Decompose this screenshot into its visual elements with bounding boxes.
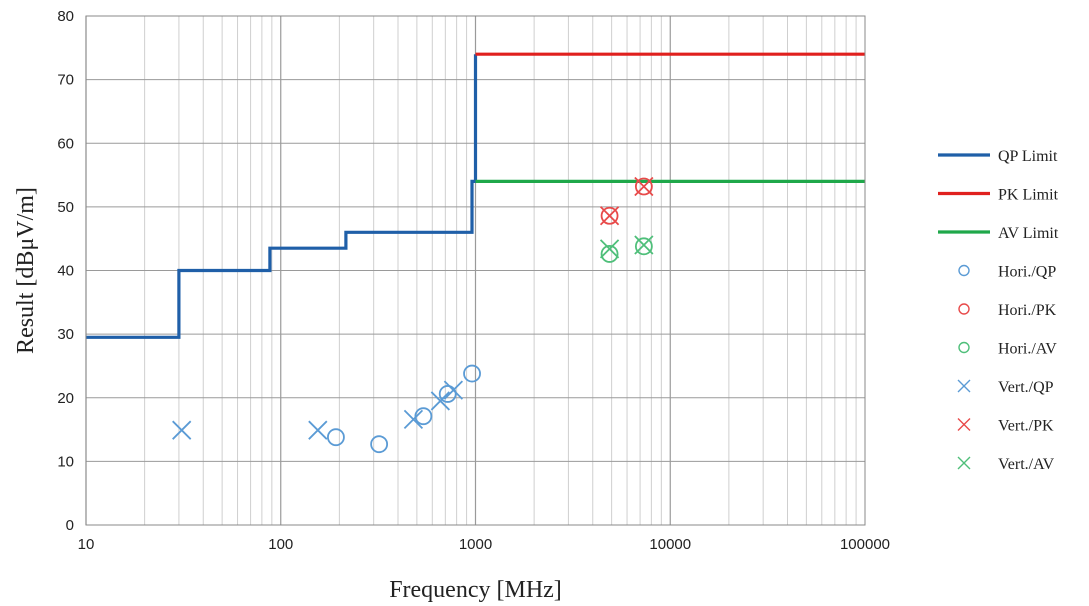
- legend-label: Hori./QP: [998, 264, 1056, 281]
- circle-marker: [958, 303, 970, 315]
- x-tick-label: 100: [268, 536, 293, 553]
- x-marker: [443, 380, 464, 400]
- circle-marker: [463, 364, 481, 383]
- y-tick-label: 50: [57, 199, 74, 216]
- legend: QP Limit PK Limit AV Limit Hori./QP Hori./PK…: [938, 148, 1059, 473]
- circle-marker: [958, 341, 970, 354]
- circle-marker: [327, 428, 345, 447]
- x-marker: [634, 176, 654, 197]
- x-marker: [957, 379, 971, 393]
- legend-label: PK Limit: [998, 187, 1059, 204]
- legend-label: Vert./QP: [998, 379, 1054, 396]
- y-tick-label: 60: [57, 135, 74, 152]
- legend-label: QP Limit: [998, 148, 1058, 165]
- x-tick-label: 10: [78, 536, 95, 553]
- x-axis-title: Frequency [MHz]: [389, 577, 562, 603]
- y-tick-label: 80: [57, 8, 74, 25]
- x-tick-label: 100000: [840, 536, 890, 553]
- legend-label: AV Limit: [998, 225, 1059, 242]
- x-marker: [599, 239, 620, 259]
- x-marker: [403, 409, 424, 430]
- y-tick-label: 20: [57, 390, 74, 407]
- legend-label: Hori./PK: [998, 302, 1057, 319]
- x-marker: [957, 418, 971, 431]
- x-marker: [634, 235, 654, 255]
- circle-marker: [370, 435, 389, 454]
- x-marker: [172, 420, 192, 440]
- x-tick-label: 10000: [649, 536, 691, 553]
- circle-marker: [438, 385, 457, 403]
- y-axis-title: Result [dBμV/m]: [13, 187, 39, 354]
- circle-marker: [634, 237, 653, 256]
- x-marker: [430, 391, 450, 411]
- y-tick-label: 70: [57, 72, 74, 89]
- x-marker: [599, 206, 620, 226]
- x-tick-label: 1000: [459, 536, 492, 553]
- y-tick-label: 40: [57, 263, 74, 280]
- x-marker: [308, 420, 328, 440]
- x-marker: [957, 456, 971, 470]
- circle-marker: [600, 245, 619, 263]
- y-tick-label: 0: [66, 517, 74, 534]
- legend-label: Vert./AV: [998, 456, 1055, 473]
- limit-lines: [86, 52, 865, 339]
- circle-marker: [600, 206, 619, 225]
- limit-line: [86, 54, 478, 339]
- circle-marker: [634, 177, 653, 196]
- legend-label: Vert./PK: [998, 418, 1054, 435]
- data-points: [172, 176, 654, 454]
- y-tick-label: 30: [57, 326, 74, 343]
- y-tick-label: 10: [57, 453, 74, 470]
- plot-frame: [85, 15, 866, 526]
- legend-label: Hori./AV: [998, 341, 1057, 358]
- circle-marker: [958, 264, 970, 277]
